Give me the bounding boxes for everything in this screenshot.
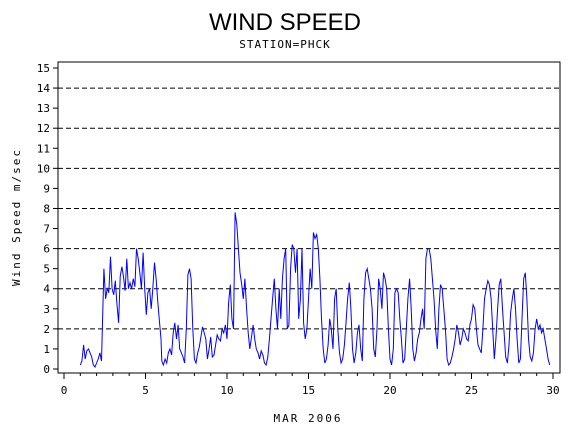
y-tick-label-14: 14 xyxy=(37,82,51,95)
chart-subtitle: STATION=PHCK xyxy=(239,38,330,51)
series-line-0 xyxy=(79,212,551,368)
x-tick-label-5: 5 xyxy=(142,384,149,397)
x-tick-label-10: 10 xyxy=(220,384,233,397)
series-layer xyxy=(79,212,551,368)
y-axis-label: Wind Speed m/sec xyxy=(10,148,23,286)
x-tick-label-20: 20 xyxy=(383,384,396,397)
y-tick-label-15: 15 xyxy=(37,62,50,75)
y-tick-label-10: 10 xyxy=(37,162,50,175)
y-tick-label-11: 11 xyxy=(37,142,50,155)
y-tick-label-6: 6 xyxy=(43,243,50,256)
x-tick-label-15: 15 xyxy=(302,384,315,397)
y-tick-label-12: 12 xyxy=(37,122,50,135)
y-tick-label-9: 9 xyxy=(43,182,50,195)
y-tick-label-3: 3 xyxy=(43,303,50,316)
x-axis: 0 5 10 15 20 25 30 xyxy=(61,373,560,397)
plot-frame xyxy=(57,61,561,374)
y-tick-label-4: 4 xyxy=(43,283,50,296)
y-tick-label-1: 1 xyxy=(43,343,50,356)
x-tick-label-25: 25 xyxy=(465,384,478,397)
y-tick-label-8: 8 xyxy=(43,202,50,215)
x-tick-label-0: 0 xyxy=(61,384,68,397)
y-tick-label-5: 5 xyxy=(43,263,50,276)
x-tick-label-30: 30 xyxy=(546,384,559,397)
chart-title: WIND SPEED xyxy=(209,9,361,36)
y-tick-label-7: 7 xyxy=(43,223,50,236)
y-tick-label-2: 2 xyxy=(43,323,50,336)
y-tick-label-13: 13 xyxy=(37,102,50,115)
x-axis-label: MAR 2006 xyxy=(274,412,343,425)
y-tick-label-0: 0 xyxy=(43,363,50,376)
gridlines xyxy=(58,87,560,330)
